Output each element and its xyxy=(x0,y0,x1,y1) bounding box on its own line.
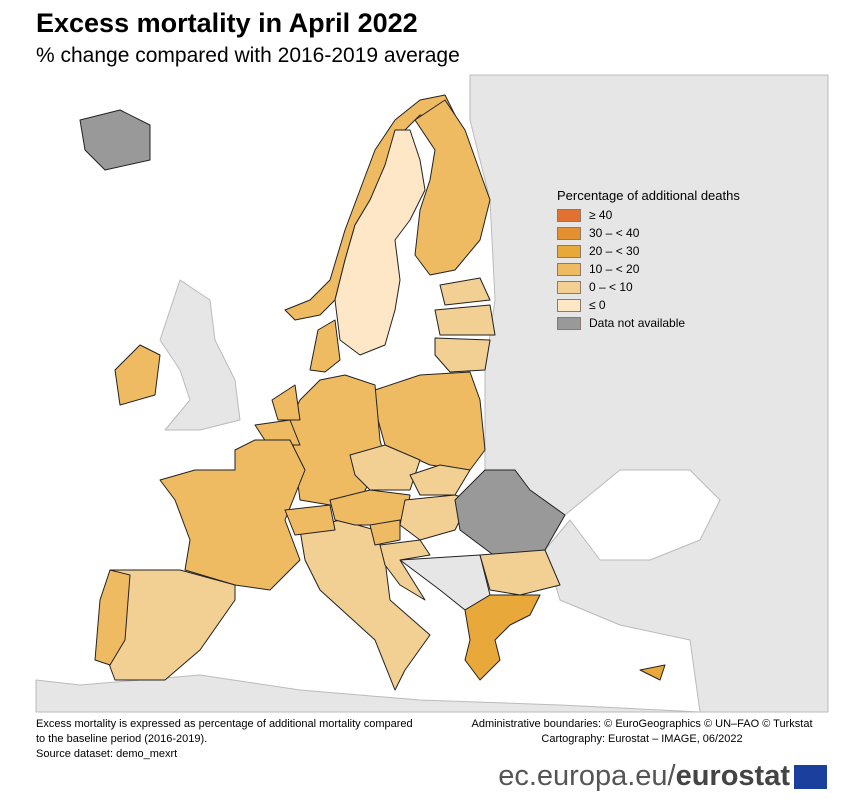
legend-swatch xyxy=(557,208,581,222)
legend-label: Data not available xyxy=(589,316,686,330)
legend-swatch xyxy=(557,316,581,330)
footnote-line: Excess mortality is expressed as percent… xyxy=(36,718,413,730)
legend-item: ≥ 40 xyxy=(557,206,740,224)
footnote: Excess mortality is expressed as percent… xyxy=(36,717,413,762)
legend-label: ≤ 0 xyxy=(589,298,606,312)
source-dataset: Source dataset: demo_mexrt xyxy=(36,748,178,760)
country-ie xyxy=(114,344,161,406)
legend-label: 10 – < 20 xyxy=(589,262,640,276)
credit-line: Administrative boundaries: © EuroGeograp… xyxy=(471,718,813,730)
brand-prefix: ec.europa.eu/ xyxy=(498,760,676,792)
legend: Percentage of additional deaths ≥ 40 30 –… xyxy=(557,188,740,332)
legend-swatch xyxy=(557,244,581,258)
country-lt xyxy=(434,337,491,373)
legend-swatch xyxy=(557,262,581,276)
country-ro xyxy=(454,469,566,561)
legend-swatch xyxy=(557,280,581,294)
country-nl xyxy=(271,384,301,421)
eu-flag-icon xyxy=(794,764,827,789)
country-pl xyxy=(374,371,486,471)
country-si xyxy=(369,519,401,546)
credit-line: Cartography: Eurostat – IMAGE, 06/2022 xyxy=(541,733,743,745)
eurostat-logo: ec.europa.eu/eurostat xyxy=(498,760,827,793)
country-hr xyxy=(379,539,431,601)
legend-item: 30 – < 40 xyxy=(557,224,740,242)
country-se xyxy=(334,129,426,356)
legend-label: 30 – < 40 xyxy=(589,226,640,240)
country-be xyxy=(254,419,301,446)
legend-swatch xyxy=(557,298,581,312)
credits: Administrative boundaries: © EuroGeograp… xyxy=(455,717,829,747)
country-ch xyxy=(284,504,336,536)
country-is xyxy=(79,109,151,171)
north-africa xyxy=(35,674,701,713)
legend-item: Data not available xyxy=(557,314,740,332)
country-pt xyxy=(94,569,131,666)
country-cz xyxy=(349,444,421,491)
brand-name: eurostat xyxy=(675,760,790,792)
legend-label: ≥ 40 xyxy=(589,208,613,222)
country-it xyxy=(299,519,431,691)
country-sk xyxy=(409,464,471,496)
legend-label: 20 – < 30 xyxy=(589,244,640,258)
country-ee xyxy=(439,277,491,306)
legend-item: 0 – < 10 xyxy=(557,278,740,296)
country-dk xyxy=(309,319,341,373)
map-title: Excess mortality in April 2022 xyxy=(36,8,418,38)
country-gr xyxy=(464,594,541,681)
country-cy xyxy=(639,664,666,681)
legend-swatch xyxy=(557,226,581,240)
legend-label: 0 – < 10 xyxy=(589,280,633,294)
country-fi xyxy=(414,99,491,276)
legend-item: ≤ 0 xyxy=(557,296,740,314)
footnote-line: to the baseline period (2016-2019). xyxy=(36,733,208,745)
country-bg xyxy=(479,549,561,596)
map-subtitle: % change compared with 2016-2019 average xyxy=(36,44,460,67)
country-lv xyxy=(434,304,496,336)
legend-item: 20 – < 30 xyxy=(557,242,740,260)
united-kingdom xyxy=(159,279,241,431)
legend-item: 10 – < 20 xyxy=(557,260,740,278)
legend-title: Percentage of additional deaths xyxy=(557,188,740,203)
